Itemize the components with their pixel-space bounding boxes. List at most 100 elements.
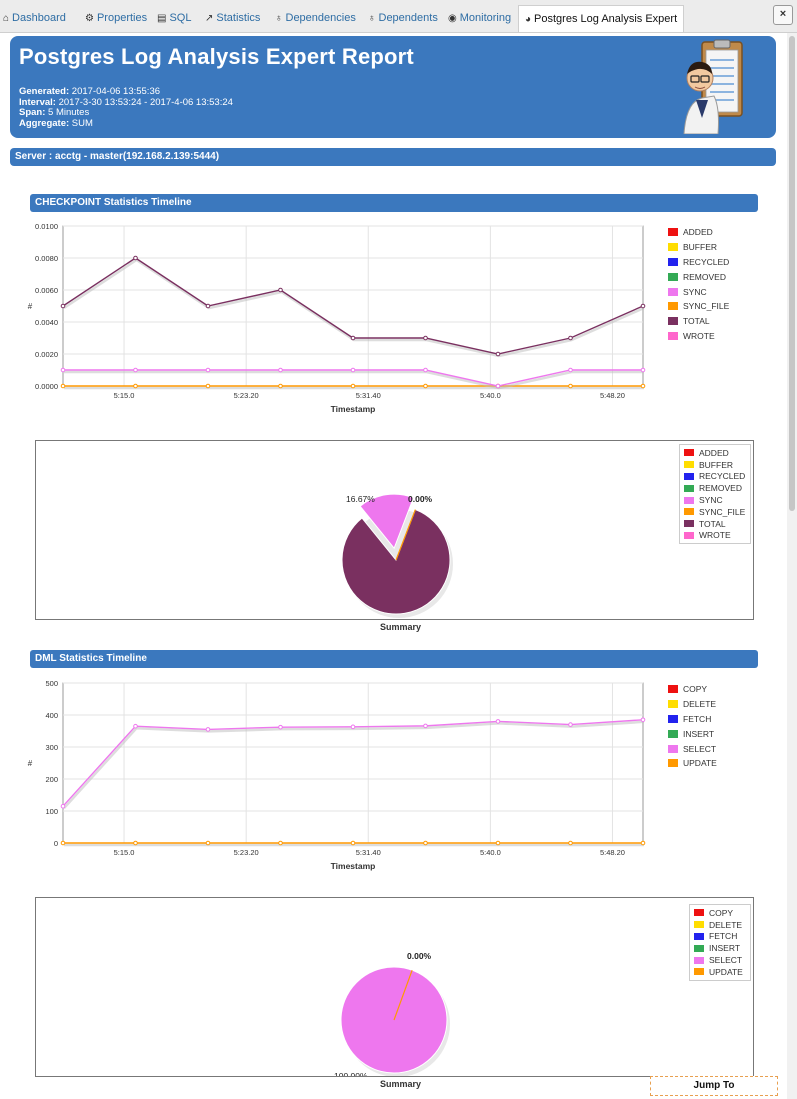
- checkpoint-pie-legend-label: TOTAL: [699, 518, 726, 529]
- dml-pie-legend: COPY DELETE FETCH INSERT SELECT UPDATE: [689, 904, 751, 981]
- checkpoint-x-tick-label: 5:40.0: [480, 391, 501, 400]
- checkpoint-legend-label: RECYCLED: [683, 256, 730, 267]
- checkpoint-chart-legend: ADDED BUFFER RECYCLED REMOVED SYNC SYNC_FILE T…: [668, 225, 729, 343]
- checkpoint-y-tick-label: 0.0040: [35, 318, 58, 327]
- checkpoint-x-tick-label: 5:15.0: [114, 391, 135, 400]
- checkpoint-pie-chart: 83.33%16.67%0.00%: [341, 493, 453, 618]
- sql-icon: ▤: [157, 12, 167, 24]
- close-button[interactable]: ×: [773, 5, 793, 25]
- checkpoint-pie-legend-item-recycled: RECYCLED: [684, 471, 746, 483]
- aggregate-value: SUM: [71, 117, 93, 129]
- dml-pie-legend-label: COPY: [709, 907, 734, 918]
- dml-x-tick-label: 5:48.20: [600, 848, 625, 857]
- checkpoint-pie-legend-label: BUFFER: [699, 459, 733, 470]
- dml-chart-legend: COPY DELETE FETCH INSERT SELECT UPDATE: [668, 682, 717, 771]
- dml-pie-label-update: 0.00%: [407, 951, 432, 961]
- dml-data-point-select: [640, 717, 646, 723]
- dml-line-chart: 0 100 200 300 400 500 5:15.0 5:23.20 5:31.40 5:40…: [28, 679, 646, 871]
- checkpoint-data-point-sync-file: [133, 383, 138, 389]
- checkpoint-data-point-sync: [350, 367, 356, 373]
- checkpoint-data-point-total: [495, 351, 501, 357]
- dml-x-tick-label: 5:23.20: [234, 848, 259, 857]
- checkpoint-y-tick-label: 0.0000: [35, 382, 58, 391]
- tab-sql[interactable]: ▤ SQL: [157, 12, 192, 24]
- dml-pie-panel: 100.00% 0.00% COPY DELETE FETCH INSERT SELECT…: [35, 897, 754, 1077]
- checkpoint-data-point-total: [133, 255, 138, 261]
- checkpoint-data-point-sync-file: [350, 383, 356, 389]
- dml-data-point-select: [568, 722, 573, 727]
- dml-legend-label: DELETE: [683, 699, 717, 710]
- dml-legend-swatch: [668, 700, 678, 709]
- checkpoint-legend-swatch: [668, 243, 678, 252]
- checkpoint-section-header: CHECKPOINT Statistics Timeline: [30, 194, 758, 212]
- checkpoint-legend-item-total: TOTAL: [668, 314, 729, 329]
- checkpoint-data-point-sync-file: [568, 383, 573, 389]
- span-value: 5 Minutes: [48, 107, 90, 118]
- report-meta: Generated: 2017-04-06 13:55:36 Interval:…: [19, 86, 233, 129]
- dml-legend-label: COPY: [683, 684, 708, 695]
- report-content: Postgres Log Analysis Expert Report Gene…: [0, 33, 787, 1099]
- checkpoint-pie-label-sync-file: 0.00%: [408, 494, 433, 504]
- tab-dashboard[interactable]: ⌂ Dashboard: [3, 12, 66, 24]
- scrollbar-thumb[interactable]: [789, 36, 795, 511]
- dml-data-point-select: [423, 723, 428, 729]
- dml-pie-legend-label: FETCH: [709, 931, 738, 942]
- checkpoint-data-point-sync: [205, 367, 211, 373]
- dml-pie-legend-item-insert: INSERT: [694, 942, 746, 954]
- dml-pie-legend-item-update: UPDATE: [694, 966, 746, 978]
- checkpoint-y-tick-label: 0.0080: [35, 254, 58, 263]
- checkpoint-pie-legend-item-total: TOTAL: [684, 518, 746, 530]
- checkpoint-pie-panel: 83.33%16.67%0.00% ADDEDBUFFERRECYCLEDREM…: [35, 440, 754, 620]
- tab-dependencies[interactable]: ♁ Dependencies: [275, 12, 356, 24]
- checkpoint-pie-legend-swatch: [684, 461, 694, 469]
- properties-icon: ⚙: [85, 12, 94, 24]
- dml-data-point-update: [350, 840, 356, 846]
- statistics-icon: ↗: [205, 12, 214, 24]
- jump-to-button[interactable]: Jump To: [650, 1076, 778, 1096]
- checkpoint-pie-legend-swatch: [684, 496, 694, 504]
- dml-data-point-update: [133, 840, 138, 846]
- checkpoint-data-point-sync-file: [640, 383, 646, 389]
- dml-y-tick-label: 500: [45, 679, 58, 688]
- tab-properties[interactable]: ⚙ Properties: [85, 12, 148, 24]
- dml-legend-label: INSERT: [683, 728, 715, 739]
- dml-pie-legend-label: DELETE: [709, 919, 743, 930]
- dml-data-point-update: [205, 840, 211, 846]
- checkpoint-pie-legend-swatch: [684, 484, 694, 492]
- dml-pie-legend-swatch: [694, 956, 704, 964]
- close-icon: ×: [779, 8, 787, 20]
- checkpoint-data-point-total: [568, 335, 573, 341]
- dml-pie-slice-update: [393, 969, 413, 1021]
- checkpoint-pie-legend-swatch: [684, 472, 694, 480]
- tab-postgres-log-analysis-expert[interactable]: ◕ Postgres Log Analysis Expert: [518, 5, 685, 32]
- checkpoint-data-point-total: [205, 303, 211, 309]
- checkpoint-data-point-sync-file: [278, 383, 283, 389]
- checkpoint-pie-legend-swatch: [684, 449, 694, 457]
- tab-statistics[interactable]: ↗ Statistics: [205, 12, 261, 24]
- checkpoint-legend-item-buffer: BUFFER: [668, 240, 729, 255]
- dml-legend-swatch: [668, 714, 678, 723]
- checkpoint-legend-swatch: [668, 331, 678, 340]
- checkpoint-x-tick-label: 5:31.40: [356, 391, 381, 400]
- expert-avatar-icon: [683, 39, 743, 134]
- dependencies-icon: ♁: [275, 12, 283, 24]
- checkpoint-pie-legend-item-buffer: BUFFER: [684, 459, 746, 471]
- dml-pie-legend-swatch: [694, 932, 704, 940]
- dml-legend-label: SELECT: [683, 743, 717, 754]
- dml-data-point-select: [60, 803, 66, 809]
- checkpoint-y-tick-label: 0.0020: [35, 350, 58, 359]
- tab-dependents[interactable]: ♁ Dependents: [368, 12, 438, 24]
- tab-monitoring[interactable]: ◉ Monitoring: [448, 12, 512, 24]
- dml-data-point-update: [495, 840, 501, 846]
- checkpoint-x-axis-title: Timestamp: [331, 404, 376, 414]
- checkpoint-legend-item-added: ADDED: [668, 225, 729, 240]
- scrollbar-track[interactable]: [787, 33, 797, 1099]
- checkpoint-pie-legend-label: WROTE: [699, 530, 731, 541]
- checkpoint-data-point-sync-file: [60, 383, 66, 389]
- checkpoint-pie-legend-label: RECYCLED: [699, 471, 746, 482]
- checkpoint-data-point-sync: [278, 367, 283, 373]
- checkpoint-legend-item-removed: REMOVED: [668, 269, 729, 284]
- dml-legend-item-copy: COPY: [668, 682, 717, 697]
- checkpoint-summary-label: Summary: [380, 622, 422, 632]
- checkpoint-x-tick-label: 5:48.20: [600, 391, 625, 400]
